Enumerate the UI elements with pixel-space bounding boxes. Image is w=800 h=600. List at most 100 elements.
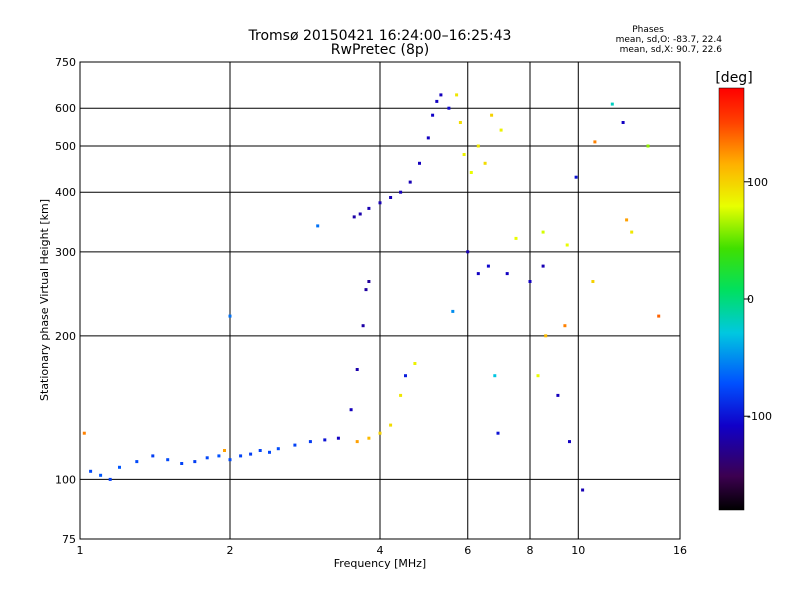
x-tick-label: 2 bbox=[227, 544, 234, 557]
data-point bbox=[239, 454, 243, 458]
data-point bbox=[591, 280, 595, 283]
data-point bbox=[413, 362, 417, 365]
data-point bbox=[544, 334, 548, 338]
colorbar-tick-label: -100 bbox=[747, 410, 772, 423]
data-point bbox=[418, 161, 421, 165]
data-point bbox=[490, 113, 494, 117]
data-point bbox=[499, 128, 503, 132]
x-axis-label: Frequency [MHz] bbox=[334, 557, 426, 570]
data-point bbox=[316, 224, 320, 228]
data-point bbox=[308, 440, 312, 444]
data-point bbox=[536, 374, 540, 378]
data-point bbox=[404, 374, 407, 378]
data-point bbox=[89, 469, 93, 473]
colorbar-tick-label: 100 bbox=[747, 176, 768, 189]
data-point bbox=[223, 449, 226, 452]
data-point bbox=[268, 450, 271, 454]
data-point bbox=[496, 431, 500, 435]
y-tick-label: 400 bbox=[55, 186, 76, 199]
data-point bbox=[193, 460, 197, 464]
data-point bbox=[293, 443, 297, 447]
data-point bbox=[581, 488, 585, 492]
data-point bbox=[563, 324, 567, 328]
chart-title: Tromsø 20150421 16:24:00–16:25:43 bbox=[248, 28, 512, 44]
data-point bbox=[205, 456, 209, 460]
data-point bbox=[399, 190, 403, 194]
data-point bbox=[646, 144, 650, 148]
data-point bbox=[151, 454, 155, 458]
data-point bbox=[355, 368, 359, 371]
legend-line-o: mean, sd,O: -83.7, 22.4 bbox=[616, 35, 723, 45]
data-point bbox=[276, 447, 280, 451]
y-axis-label: Stationary phase Virtual Height [km] bbox=[38, 199, 51, 401]
data-point bbox=[439, 93, 443, 97]
legend-line-x: mean, sd,X: 90.7, 22.6 bbox=[620, 45, 723, 55]
data-point bbox=[466, 250, 470, 254]
data-point bbox=[367, 280, 371, 283]
data-point bbox=[82, 431, 86, 435]
data-point bbox=[408, 180, 412, 184]
data-point bbox=[389, 423, 393, 427]
data-point bbox=[574, 175, 578, 179]
x-tick-label: 10 bbox=[571, 544, 585, 557]
data-point bbox=[493, 374, 497, 378]
data-point bbox=[541, 264, 545, 268]
data-point bbox=[505, 272, 509, 276]
y-tick-label: 500 bbox=[55, 140, 76, 153]
legend-title: Phases bbox=[632, 25, 664, 35]
data-point bbox=[426, 136, 430, 140]
data-point bbox=[378, 431, 382, 435]
data-point bbox=[389, 196, 393, 199]
x-axis-ticks: 1 2 4 6 8 10 16 bbox=[77, 544, 688, 557]
data-point bbox=[621, 121, 625, 124]
data-point bbox=[217, 454, 221, 458]
data-point bbox=[541, 230, 545, 234]
x-tick-label: 1 bbox=[77, 544, 84, 557]
data-point bbox=[556, 393, 560, 397]
x-tick-label: 6 bbox=[464, 544, 471, 557]
data-point bbox=[180, 462, 184, 465]
data-point bbox=[486, 264, 490, 268]
data-point bbox=[657, 314, 661, 318]
data-point bbox=[528, 280, 532, 283]
data-point bbox=[118, 465, 121, 469]
colorbar-tick-label: 0 bbox=[747, 293, 754, 306]
data-point bbox=[565, 243, 569, 247]
data-point bbox=[355, 440, 359, 444]
data-point bbox=[228, 458, 232, 462]
data-point bbox=[378, 201, 382, 205]
colorbar-label: [deg] bbox=[715, 70, 752, 86]
data-points bbox=[82, 93, 661, 492]
data-point bbox=[349, 408, 353, 412]
y-tick-label: 600 bbox=[55, 102, 76, 115]
data-point bbox=[258, 449, 262, 452]
data-point bbox=[431, 113, 435, 117]
data-point bbox=[352, 215, 356, 219]
grid bbox=[80, 62, 680, 539]
data-point bbox=[455, 93, 459, 97]
data-point bbox=[458, 121, 462, 124]
y-tick-label: 100 bbox=[55, 473, 76, 486]
data-point bbox=[135, 460, 139, 464]
data-point bbox=[367, 436, 371, 440]
data-point bbox=[451, 309, 455, 313]
data-point bbox=[630, 230, 634, 234]
y-tick-label: 75 bbox=[62, 533, 76, 546]
data-point bbox=[399, 393, 403, 397]
data-point bbox=[476, 144, 480, 148]
colorbar-ticks: 100 0 -100 bbox=[744, 176, 772, 423]
data-point bbox=[367, 206, 371, 210]
data-point bbox=[108, 477, 112, 481]
data-point bbox=[610, 102, 614, 106]
data-point bbox=[625, 218, 629, 222]
data-point bbox=[99, 473, 103, 477]
data-point bbox=[462, 153, 466, 156]
y-tick-label: 300 bbox=[55, 246, 76, 259]
data-point bbox=[323, 438, 327, 442]
y-tick-label: 750 bbox=[55, 56, 76, 69]
data-point bbox=[364, 288, 368, 292]
data-point bbox=[568, 440, 571, 444]
data-point bbox=[447, 106, 451, 110]
data-point bbox=[336, 436, 340, 440]
data-point bbox=[166, 458, 170, 462]
